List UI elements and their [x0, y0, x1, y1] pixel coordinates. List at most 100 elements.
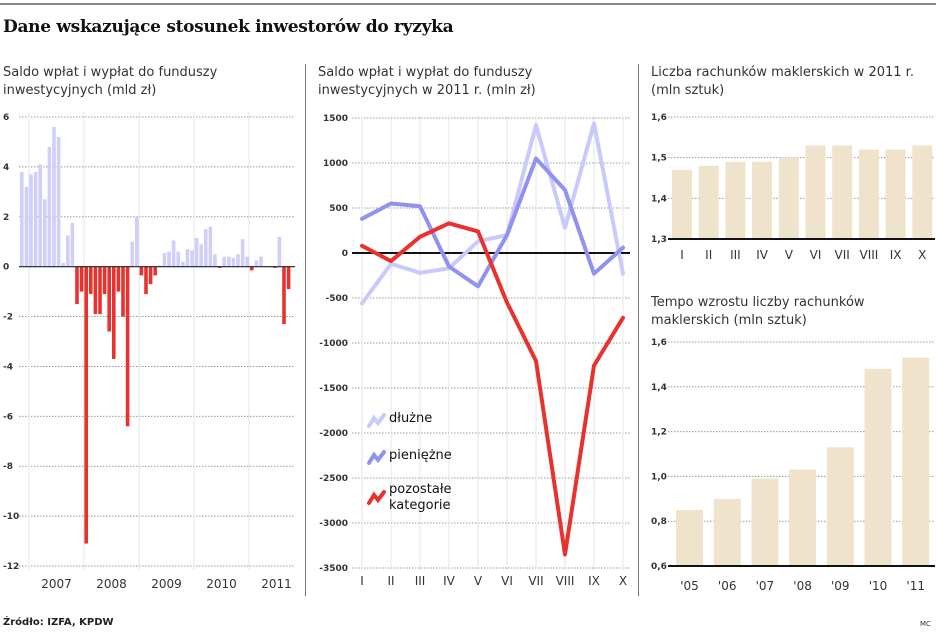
chart1-bar [93, 266, 98, 315]
chart1-bar [112, 266, 116, 359]
chart1-bar [79, 266, 84, 292]
chart4-ytick-label: 1,2 [651, 428, 667, 438]
chart1-bar [84, 266, 88, 544]
chart1-bar [24, 186, 29, 267]
chart1-bar [144, 266, 148, 295]
chart1-year-label: 2008 [96, 577, 127, 591]
source-note: Źródło: IZFA, KPDW [3, 617, 114, 628]
chart1-bar [254, 260, 259, 267]
chart4-category-label: '06 [718, 579, 737, 593]
chart4-ytick-label: 0,8 [651, 517, 667, 527]
chart3-category-label: III [730, 248, 741, 262]
chart1-bar [47, 146, 52, 267]
chart1-title-line1: Saldo wpłat i wypłat do funduszy [3, 65, 218, 80]
chart1-bar [135, 216, 139, 267]
chart4-title: Tempo wzrostu liczby rachunków maklerski… [651, 294, 865, 330]
chart1-year-label: 2009 [151, 577, 182, 591]
panel-divider [638, 64, 639, 596]
chart1-bar [148, 266, 153, 285]
chart1-bar [222, 256, 226, 267]
chart4-bar [789, 469, 817, 566]
chart4-bar [902, 357, 930, 566]
chart2-title: Saldo wpłat i wypłat do funduszy inwesty… [318, 64, 536, 100]
chart3-bar [832, 145, 853, 239]
chart1-ytick-label: -8 [3, 462, 13, 472]
chart3-category-label: IX [890, 248, 902, 262]
chart2-ytick-label: 1000 [323, 159, 348, 169]
chart1-year-label: 2011 [261, 577, 292, 591]
chart1-bar [29, 174, 33, 267]
chart1-bar [66, 235, 70, 267]
chart1-ytick-label: 0 [3, 263, 9, 273]
chart4-bar [826, 447, 854, 566]
chart3-category-label: X [918, 248, 926, 262]
chart1-bar [194, 237, 199, 267]
chart1-bar [277, 236, 282, 267]
chart2-ytick-label: 500 [329, 204, 348, 214]
chart1-bar [227, 256, 231, 267]
chart1-bar [190, 250, 194, 267]
chart1-ytick-label: -10 [3, 512, 19, 522]
chart3-bar [672, 169, 692, 239]
chart3-bar [912, 145, 933, 239]
chart2-month-label: III [415, 574, 426, 588]
chart1-bar [213, 254, 217, 267]
chart1-bar [236, 254, 240, 267]
author-credit: MC [920, 620, 931, 628]
chart1-bar [116, 266, 121, 292]
chart4-category-label: '05 [680, 579, 699, 593]
chart2-month-label: II [387, 574, 394, 588]
chart2-ytick-label: 1500 [323, 114, 348, 124]
chart1-bar [167, 251, 171, 267]
chart1-bar [171, 240, 176, 267]
legend-swatch-other [367, 490, 386, 505]
chart4-ytick-label: 1,4 [651, 383, 667, 393]
chart1-bar [56, 136, 61, 267]
chart1-bar [204, 229, 208, 267]
chart1-ytick-label: 2 [3, 213, 9, 223]
chart4-ytick-label: 1,6 [651, 338, 667, 348]
chart3-ytick-label: 1,3 [651, 235, 667, 245]
chart2-ytick-label: -2000 [319, 429, 348, 439]
chart3-category-label: IV [756, 248, 769, 262]
legend-label-other: pozostałe [389, 482, 452, 497]
chart1-year-label: 2010 [206, 577, 237, 591]
chart3-category-label: VIII [859, 248, 878, 262]
chart4-title-line1: Tempo wzrostu liczby rachunków [651, 295, 865, 310]
chart3-bar [885, 149, 906, 239]
chart1-ytick-label: -4 [3, 362, 13, 372]
chart2-month-label: VIII [556, 574, 575, 588]
chart3-title-line2: (mln sztuk) [651, 83, 725, 98]
chart4-category-label: '09 [831, 579, 850, 593]
chart1-bar [75, 266, 79, 305]
chart1-bar [107, 266, 111, 332]
chart3-title-line1: Liczba rachunków maklerskich w 2011 r. [651, 65, 914, 80]
chart2-month-label: VI [501, 574, 513, 588]
chart1-bar [102, 266, 107, 295]
chart4-bar [676, 510, 703, 566]
chart1-bar [208, 226, 213, 267]
chart1-ytick-label: 4 [3, 163, 9, 173]
chart1-bar [273, 266, 277, 268]
chart1-bar [250, 266, 254, 271]
chart1-bar [61, 262, 65, 267]
chart3-ytick-label: 1,6 [651, 113, 667, 123]
chart4-category-label: '08 [793, 579, 812, 593]
legend-label-debt: dłużne [389, 411, 432, 426]
chart2-ytick-label: -3500 [319, 564, 348, 574]
chart2-month-label: VII [528, 574, 543, 588]
chart1-bar [98, 266, 102, 315]
chart2-ytick-label: -1500 [319, 384, 348, 394]
chart1-bar [38, 164, 42, 267]
page-title: Dane wskazujące stosunek inwestorów do r… [3, 17, 454, 37]
chart3-category-label: I [680, 248, 684, 262]
chart3-category-label: VI [810, 248, 822, 262]
chart1-bar [245, 256, 249, 267]
chart3-ytick-label: 1,5 [651, 154, 667, 164]
chart1-bar [70, 223, 75, 267]
chart1-ytick-label: -2 [3, 313, 13, 323]
chart2-month-label: X [619, 574, 627, 588]
legend-label-other-line2: kategorie [389, 498, 451, 513]
chart2-ytick-label: -3000 [319, 519, 348, 529]
chart3-bar [805, 145, 826, 239]
